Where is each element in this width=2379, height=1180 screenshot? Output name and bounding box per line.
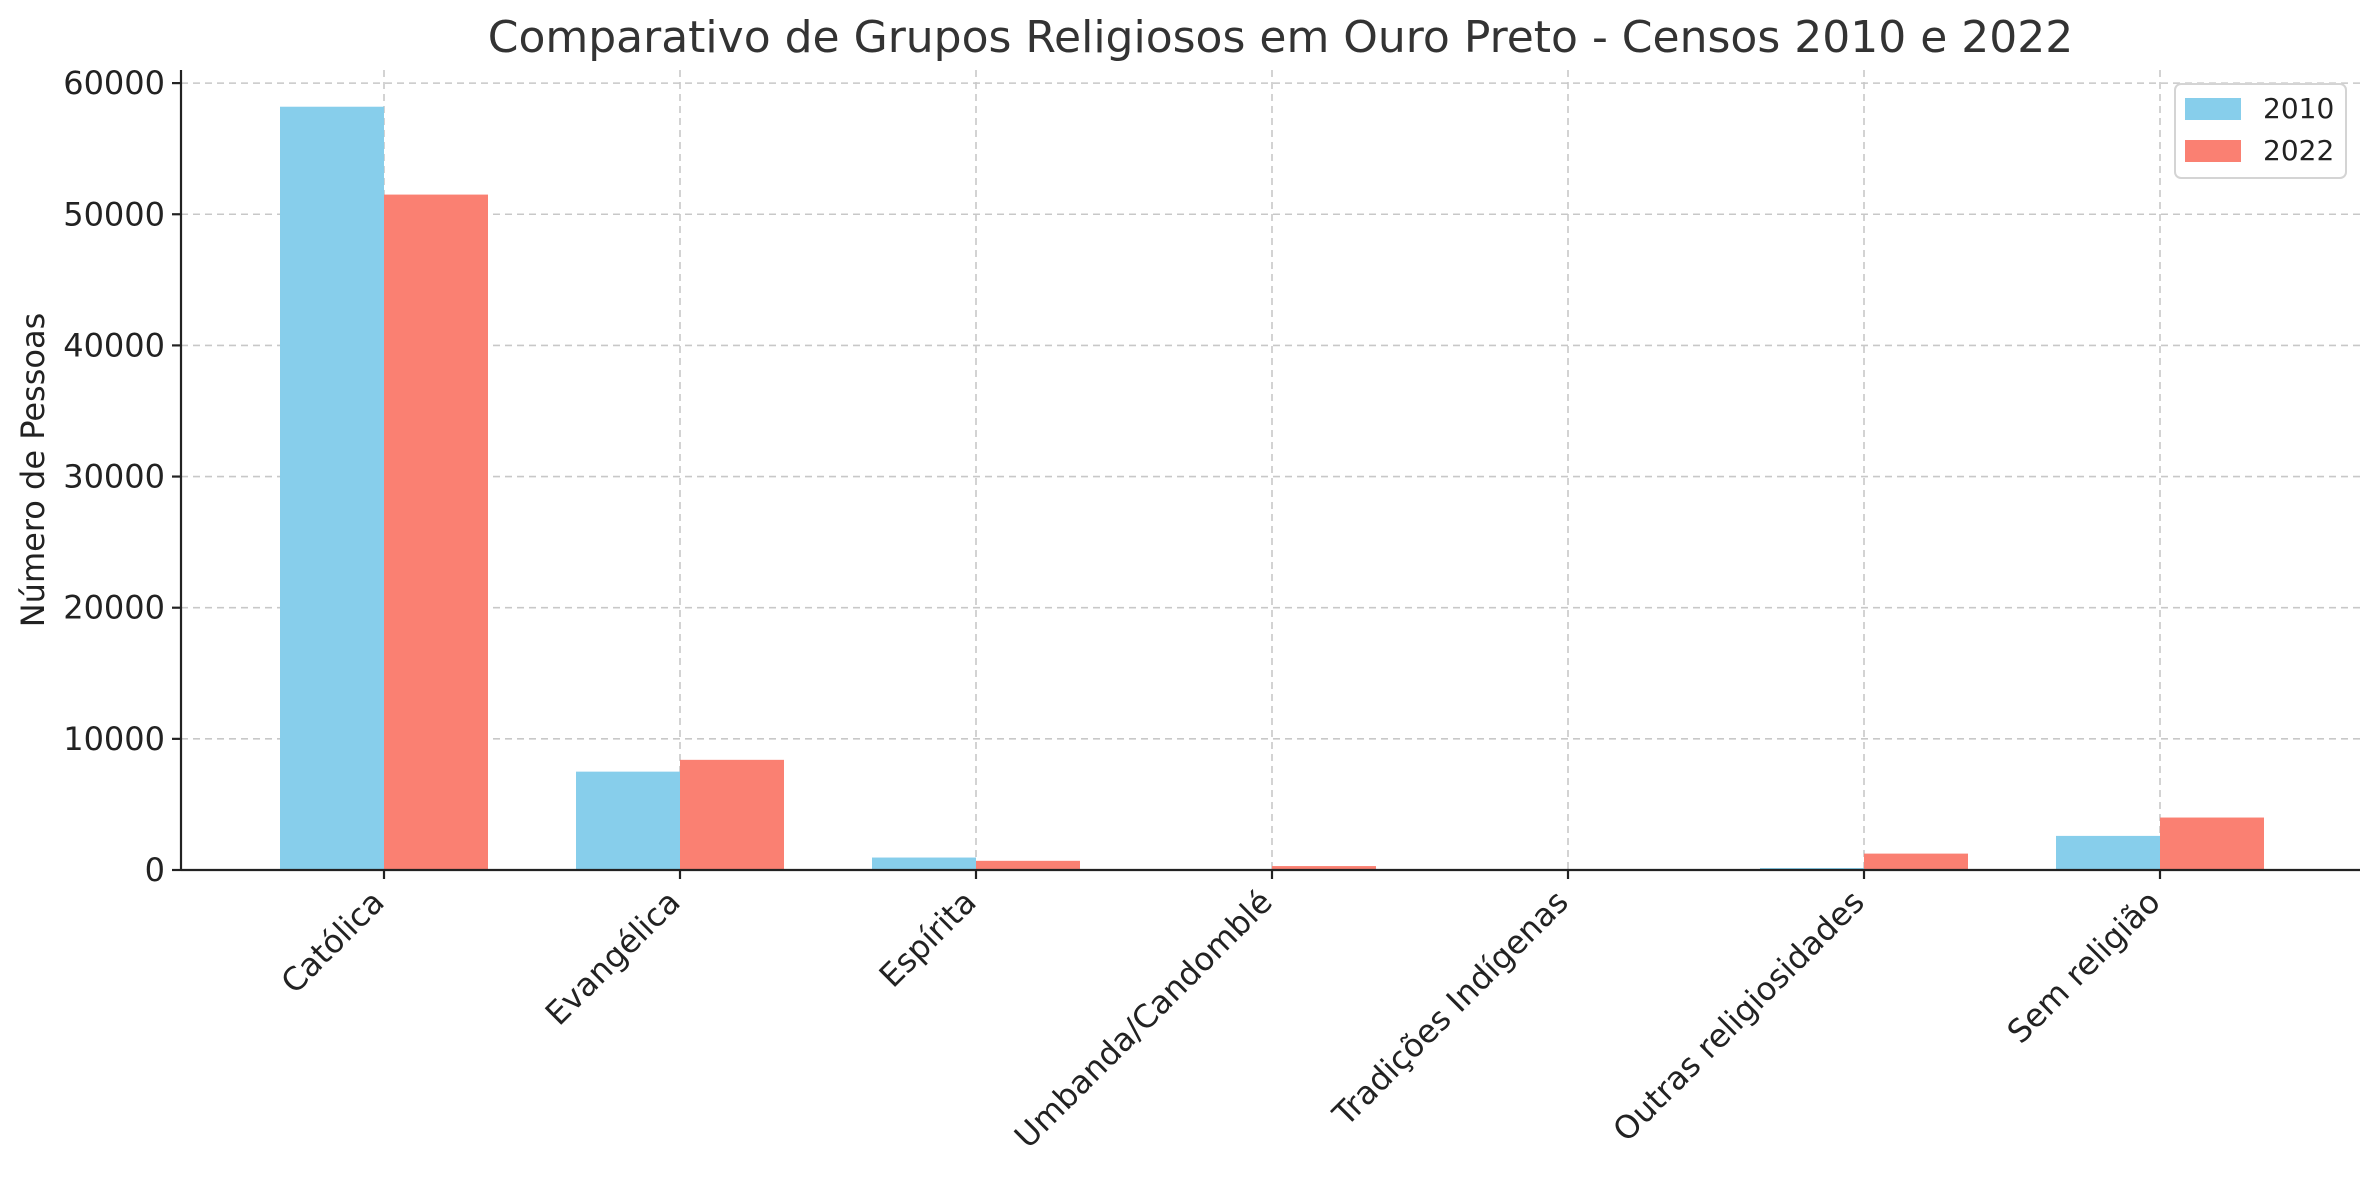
legend-label-2010: 2010 — [2263, 92, 2334, 125]
bar-2022-5 — [1864, 853, 1968, 870]
bar-2010-6 — [2056, 835, 2160, 870]
x-tick-label: Sem religião — [2000, 883, 2168, 1051]
legend-label-2022: 2022 — [2263, 134, 2334, 167]
legend-swatch-2010 — [2185, 98, 2241, 120]
bar-2010-0 — [280, 106, 384, 870]
x-tick-label: Outras religiosidades — [1605, 883, 1871, 1149]
x-tick-label: Umbanda/Candomblé — [1007, 883, 1280, 1156]
x-tick-label: Espírita — [872, 883, 984, 995]
chart-title: Comparativo de Grupos Religiosos em Ouro… — [488, 12, 2074, 63]
y-tick-label: 0 — [145, 851, 165, 889]
bar-2022-6 — [2160, 817, 2264, 870]
bar-2022-1 — [680, 759, 784, 870]
bar-2022-2 — [976, 860, 1080, 870]
bar-2010-2 — [872, 857, 976, 870]
y-tick-label: 30000 — [63, 458, 165, 496]
bars — [280, 106, 2264, 871]
legend-swatch-2022 — [2185, 140, 2241, 162]
y-tick-label: 60000 — [63, 64, 165, 102]
x-tick-label: Tradições Indígenas — [1325, 883, 1576, 1134]
bar-2022-3 — [1272, 866, 1376, 870]
x-tick-label: Evangélica — [538, 883, 688, 1033]
y-tick-label: 40000 — [63, 326, 165, 364]
y-tick-label: 10000 — [63, 720, 165, 758]
y-tick-label: 50000 — [63, 195, 165, 233]
x-tick-label: Católica — [274, 883, 392, 1001]
bar-2010-1 — [576, 771, 680, 870]
bar-2022-0 — [384, 194, 488, 871]
axes — [179, 70, 2360, 872]
gridlines — [181, 70, 2360, 871]
y-tick-label: 20000 — [63, 589, 165, 627]
legend: 2010 2022 — [2174, 83, 2347, 179]
y-axis-title: Número de Pessoas — [14, 313, 52, 628]
